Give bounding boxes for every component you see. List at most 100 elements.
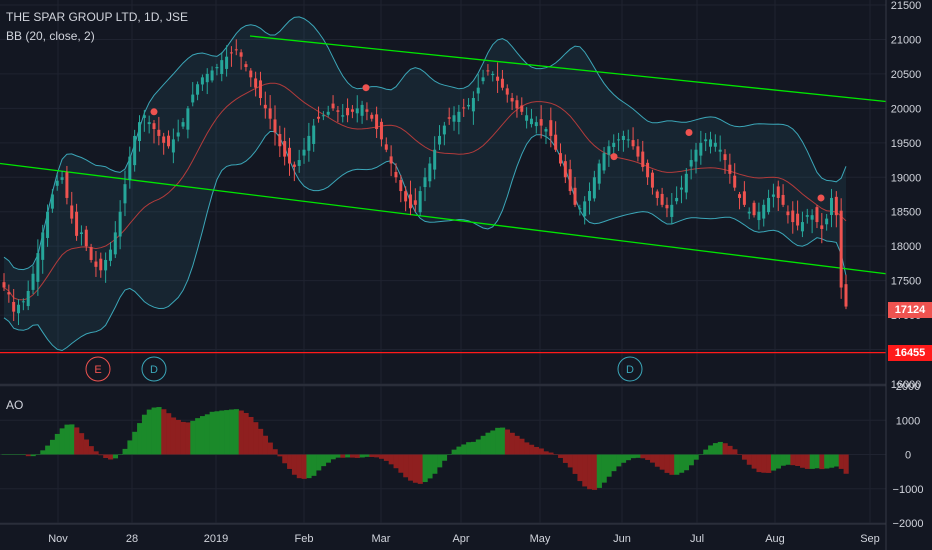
candle-body <box>738 194 742 198</box>
candle-body <box>675 197 679 202</box>
ao-bar <box>195 418 201 455</box>
ao-bar <box>267 442 273 455</box>
candle-body <box>520 105 524 112</box>
candle-body <box>50 194 54 209</box>
ao-tick-label: 0 <box>905 450 911 462</box>
ao-bar <box>112 454 119 459</box>
candle-body <box>684 173 688 193</box>
candle-body <box>350 109 354 112</box>
ao-bar <box>224 410 230 455</box>
ao-bar <box>441 454 448 461</box>
candle-body <box>733 175 737 188</box>
candle-body <box>176 132 180 137</box>
ao-bar <box>369 454 375 458</box>
candle-body <box>297 160 301 166</box>
event-marker-label: E <box>94 364 101 376</box>
price-tick-label: 16000 <box>891 379 922 391</box>
ao-bar <box>325 454 331 463</box>
ao-bar <box>500 427 506 455</box>
ao-bar <box>756 454 762 473</box>
bb-indicator-label[interactable]: BB (20, close, 2) <box>6 29 95 43</box>
ao-bar <box>6 454 12 455</box>
candle-body <box>476 87 480 94</box>
candle-body <box>128 156 132 180</box>
candle-body <box>534 122 538 127</box>
candle-body <box>578 208 582 210</box>
event-marker[interactable] <box>85 356 111 382</box>
candle-body <box>283 141 287 157</box>
candle-body <box>375 114 379 130</box>
time-tick-label: Jul <box>690 533 704 545</box>
candle-body <box>781 194 785 205</box>
candle-body <box>239 52 243 57</box>
event-marker[interactable] <box>617 356 643 382</box>
candle-body <box>607 146 611 155</box>
dividend-dot[interactable] <box>817 194 825 202</box>
ao-bar <box>480 435 486 455</box>
candle-body <box>433 149 437 170</box>
candle-body <box>636 146 640 157</box>
dividend-dot[interactable] <box>150 108 158 116</box>
ao-tick-label: 2000 <box>896 381 920 393</box>
dividend-dot[interactable] <box>610 153 618 161</box>
ao-bar <box>74 427 80 455</box>
time-tick-label: May <box>530 533 551 545</box>
candle-body <box>515 100 519 109</box>
candle-body <box>805 215 809 217</box>
candle-body <box>762 204 766 219</box>
candle-body <box>60 177 64 180</box>
candle-body <box>612 142 616 147</box>
dividend-dot[interactable] <box>362 84 370 92</box>
candle-body <box>370 114 374 119</box>
time-tick-label: Jun <box>613 533 631 545</box>
ao-bar <box>185 422 191 455</box>
ao-bar <box>727 445 733 455</box>
ao-bar <box>359 454 365 458</box>
dividend-dot[interactable] <box>685 128 693 136</box>
candle-body <box>829 197 833 215</box>
candle-body <box>723 154 727 161</box>
ao-bar <box>814 454 820 469</box>
price-tick-label: 21500 <box>891 0 922 12</box>
ao-indicator-label[interactable]: AO <box>6 398 24 412</box>
ao-bar <box>199 416 206 455</box>
candle-body <box>142 115 146 118</box>
trendline[interactable] <box>249 35 887 103</box>
bb-lower <box>3 131 847 352</box>
candle-body <box>771 194 775 197</box>
candlesticks <box>2 39 848 326</box>
candle-body <box>302 149 306 156</box>
event-marker[interactable] <box>141 356 167 382</box>
candle-body <box>573 187 577 205</box>
ao-bar <box>630 454 636 459</box>
ao-bar <box>132 431 138 455</box>
candle-body <box>820 225 824 229</box>
candle-body <box>626 139 630 141</box>
ao-bar <box>838 454 844 469</box>
candle-body <box>307 135 311 151</box>
ao-bar <box>543 451 549 455</box>
candle-body <box>776 186 780 198</box>
ao-bar <box>809 454 815 469</box>
ao-bar <box>577 454 583 482</box>
ao-bar <box>277 454 283 457</box>
candle-body <box>365 109 369 112</box>
ao-bar <box>180 421 186 455</box>
ao-bar <box>717 441 723 455</box>
bb-basis <box>3 82 847 301</box>
ao-bar <box>451 449 457 455</box>
ao-bar <box>538 448 544 455</box>
ao-bar <box>1 454 7 455</box>
candle-body <box>186 108 190 130</box>
ao-bar <box>504 429 510 455</box>
trendline[interactable] <box>0 162 887 275</box>
ao-bar <box>490 430 496 455</box>
candle-body <box>31 273 35 290</box>
ao-bar <box>122 448 128 455</box>
ao-bar <box>775 454 781 469</box>
ao-bar <box>79 433 85 455</box>
candle-body <box>810 215 814 220</box>
ao-bar <box>282 454 288 464</box>
ao-bar <box>59 428 65 455</box>
